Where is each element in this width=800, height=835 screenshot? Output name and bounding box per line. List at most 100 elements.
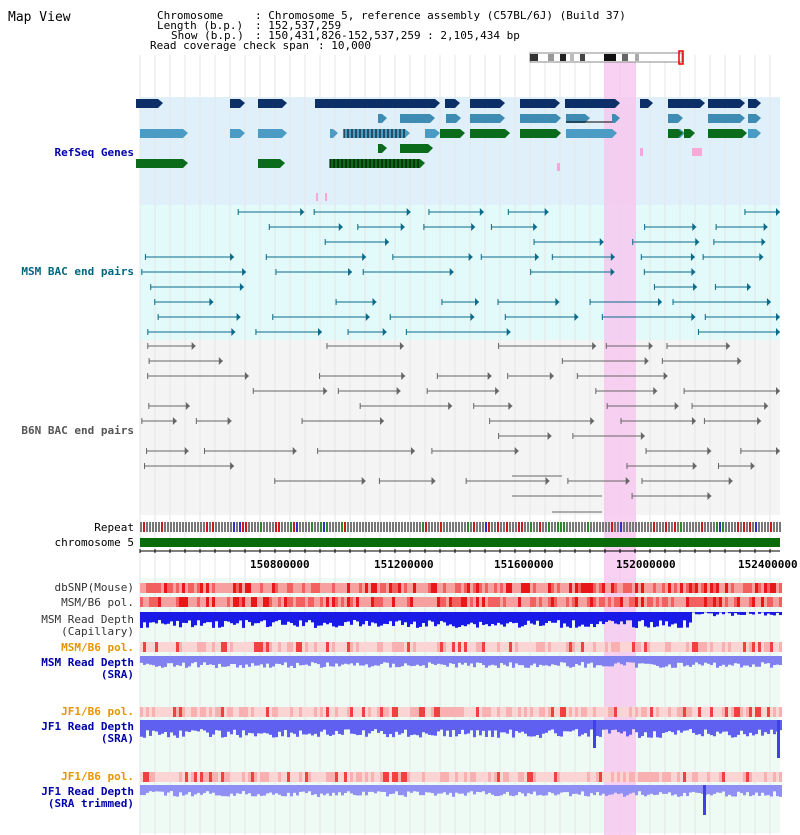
- heat-cell: [530, 597, 533, 607]
- heat-cell: [536, 583, 539, 593]
- depth-bar: [587, 720, 590, 737]
- heat-cell: [296, 583, 299, 593]
- heat-cell: [749, 597, 752, 607]
- depth-bar: [533, 656, 536, 664]
- heat-cell: [596, 707, 599, 717]
- heat-cell: [260, 772, 263, 782]
- heat-cell: [491, 707, 494, 717]
- depth-bar: [506, 612, 509, 624]
- heat-cell: [221, 642, 224, 652]
- heat-cell: [704, 707, 707, 717]
- repeat-mark: [362, 522, 364, 532]
- msm-bac-label[interactable]: MSM BAC end pairs: [21, 265, 134, 278]
- heat-cell: [518, 642, 521, 652]
- repeat-mark: [482, 522, 484, 532]
- bac-end: [396, 387, 401, 395]
- bac-end: [653, 387, 658, 395]
- heat-cell: [776, 642, 779, 652]
- depth-bar: [401, 785, 404, 796]
- heat-cell: [365, 772, 368, 782]
- depth-bar: [563, 612, 566, 624]
- heat-cell: [725, 583, 728, 593]
- heat-cell: [212, 597, 215, 607]
- depth-bar: [674, 656, 677, 668]
- msm-depth-cap-label-1[interactable]: MSM Read Depth: [41, 613, 134, 626]
- depth-bar: [266, 720, 269, 734]
- heat-cell: [713, 642, 716, 652]
- heat-cell: [524, 642, 527, 652]
- depth-bar: [146, 785, 149, 793]
- heat-cell: [272, 772, 275, 782]
- repeat-mark: [572, 522, 574, 532]
- heat-cell: [419, 597, 422, 607]
- heat-cell: [404, 642, 407, 652]
- depth-bar: [197, 656, 200, 668]
- depth-bar: [407, 720, 410, 737]
- heat-cell: [257, 583, 260, 593]
- refseq-label[interactable]: RefSeq Genes: [54, 146, 134, 159]
- heat-cell: [179, 707, 182, 717]
- heat-cell: [626, 597, 629, 607]
- heat-cell: [218, 583, 221, 593]
- heat-cell: [719, 772, 722, 782]
- gene-arrow: [678, 114, 683, 123]
- depth-bar: [734, 656, 737, 664]
- depth-bar: [182, 656, 185, 663]
- repeat-mark: [266, 522, 268, 532]
- heat-cell: [458, 772, 461, 782]
- gene-arrow: [435, 129, 440, 138]
- depth-bar: [749, 612, 752, 614]
- jf1-trim-label-1[interactable]: JF1 Read Depth: [41, 785, 134, 798]
- depth-bar: [446, 612, 449, 626]
- jf1-b6-pol-label-2[interactable]: JF1/B6 pol.: [61, 770, 134, 783]
- dbsnp-label[interactable]: dbSNP(Mouse): [54, 581, 134, 594]
- heat-cell: [455, 597, 458, 607]
- b6n-bac-label[interactable]: B6N BAC end pairs: [21, 424, 134, 437]
- depth-bar: [506, 720, 509, 734]
- jf1-b6-pol-label-1[interactable]: JF1/B6 pol.: [61, 705, 134, 718]
- heat-cell: [428, 597, 431, 607]
- bac-end: [737, 357, 742, 365]
- heat-cell: [281, 642, 284, 652]
- gene-feature: [520, 114, 556, 123]
- depth-bar: [356, 612, 359, 622]
- heat-cell: [554, 707, 557, 717]
- depth-bar: [773, 612, 776, 616]
- heat-cell: [332, 642, 335, 652]
- heat-cell: [173, 583, 176, 593]
- heat-cell: [725, 642, 728, 652]
- msm-b6-pol-label-1[interactable]: MSM/B6 pol.: [61, 596, 134, 609]
- heat-cell: [419, 583, 422, 593]
- depth-bar: [488, 612, 491, 627]
- depth-bar: [212, 785, 215, 793]
- depth-bar: [389, 656, 392, 668]
- heat-cell: [326, 772, 329, 782]
- msm-b6-pol-label-2[interactable]: MSM/B6 pol.: [61, 641, 134, 654]
- b6n-band: [140, 340, 780, 515]
- heat-cell: [761, 597, 764, 607]
- heat-cell: [386, 583, 389, 593]
- repeat-mark: [431, 522, 433, 532]
- depth-bar: [257, 656, 260, 666]
- heat-cell: [383, 642, 386, 652]
- heat-cell: [626, 772, 629, 782]
- gene-arrow: [282, 129, 287, 138]
- depth-bar: [236, 656, 239, 668]
- repeat-mark: [578, 522, 580, 532]
- heat-cell: [527, 597, 530, 607]
- heat-cell: [203, 583, 206, 593]
- depth-bar: [413, 785, 416, 792]
- msm-depth-sra-label-1[interactable]: MSM Read Depth: [41, 656, 134, 669]
- heat-cell: [617, 707, 620, 717]
- jf1-depth-label-1[interactable]: JF1 Read Depth: [41, 720, 134, 733]
- heat-cell: [623, 583, 626, 593]
- depth-bar: [215, 656, 218, 668]
- repeat-mark: [158, 522, 160, 532]
- depth-bar: [173, 656, 176, 667]
- heat-cell: [602, 772, 605, 782]
- heat-cell: [251, 583, 254, 593]
- heat-cell: [632, 583, 635, 593]
- heat-cell: [722, 707, 725, 717]
- repeat-mark: [488, 522, 490, 532]
